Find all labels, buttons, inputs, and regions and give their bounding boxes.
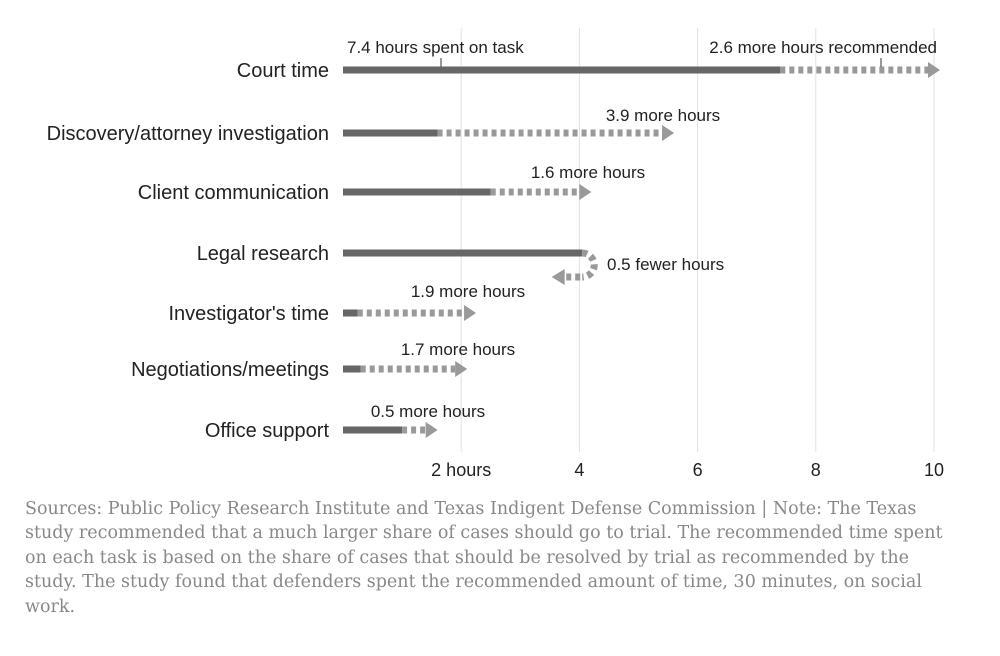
category-label: Discovery/attorney investigation bbox=[47, 123, 329, 145]
arrowhead bbox=[551, 269, 565, 285]
turnaround-curve bbox=[581, 249, 598, 281]
source-note: Sources: Public Policy Research Institut… bbox=[25, 499, 943, 617]
x-tick-label: 8 bbox=[811, 460, 821, 480]
labels-layer: Court time 7.4 hours spent on task Discove… bbox=[47, 38, 937, 442]
arrowhead bbox=[464, 305, 477, 321]
category-label: Legal research bbox=[197, 243, 329, 265]
x-tick-label: 4 bbox=[574, 460, 584, 480]
arrowhead bbox=[662, 125, 675, 141]
chart-svg: Court time 7.4 hours spent on task Discove… bbox=[47, 28, 944, 480]
x-tick-label: 6 bbox=[693, 460, 703, 480]
recommended-annotation: 2.6 more hours recommended bbox=[709, 38, 937, 57]
recommended-annotation: 1.6 more hours bbox=[531, 163, 645, 182]
arrowhead bbox=[455, 361, 468, 377]
category-label: Court time bbox=[237, 60, 329, 82]
category-label: Client communication bbox=[138, 182, 329, 204]
grid-layer bbox=[460, 28, 935, 452]
bars-layer bbox=[343, 62, 940, 438]
spent-annotation: 7.4 hours spent on task bbox=[347, 38, 524, 57]
recommended-annotation: 1.7 more hours bbox=[401, 340, 515, 359]
category-label: Negotiations/meetings bbox=[131, 359, 329, 381]
arrowhead bbox=[928, 62, 940, 78]
x-tick-label: 2 hours bbox=[431, 460, 491, 480]
x-axis-ticks: 2 hours 4 6 8 10 bbox=[431, 460, 944, 480]
recommended-annotation: 1.9 more hours bbox=[411, 282, 525, 301]
arrowhead bbox=[425, 422, 438, 438]
recommended-annotation: 0.5 fewer hours bbox=[607, 255, 724, 274]
recommended-annotation: 0.5 more hours bbox=[371, 402, 485, 421]
category-label: Investigator's time bbox=[168, 303, 329, 325]
arrowhead bbox=[579, 184, 592, 200]
category-label: Office support bbox=[205, 420, 330, 442]
x-tick-label: 10 bbox=[924, 460, 944, 480]
recommended-annotation: 3.9 more hours bbox=[606, 106, 720, 125]
